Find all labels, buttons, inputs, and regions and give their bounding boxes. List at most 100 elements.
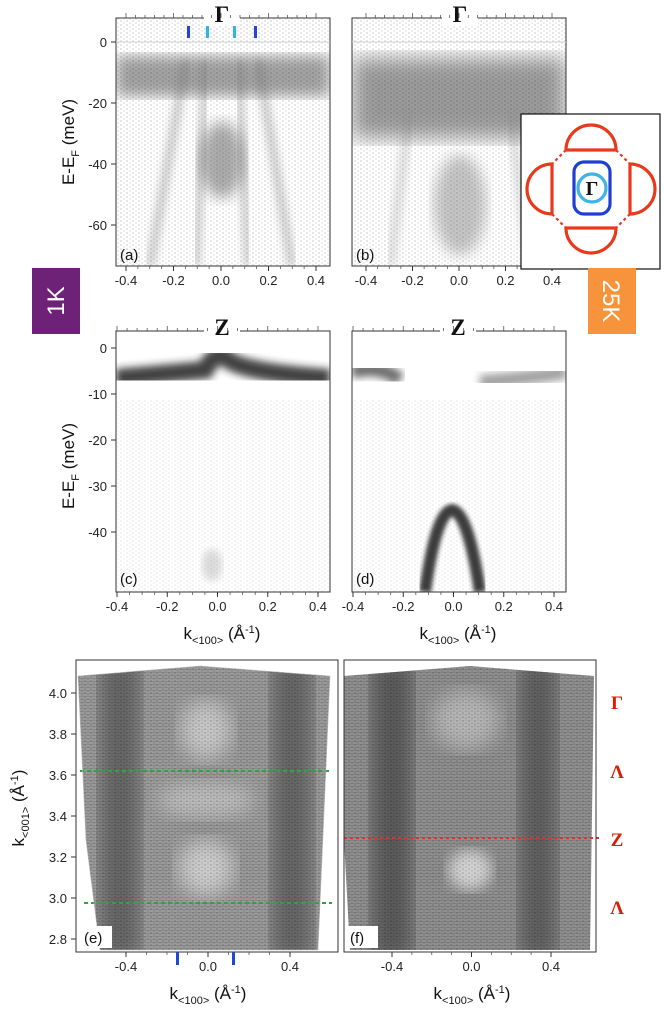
x-tick-label: 0.0 xyxy=(212,273,230,288)
panel-a-y-label: E-EF (meV) xyxy=(59,99,82,185)
x-tick-label: -0.4 xyxy=(115,959,137,974)
panel-c-letter: (c) xyxy=(120,571,138,588)
panel-d-x-label: k<100> (Å-1) xyxy=(420,624,497,647)
panel-f-axes: -0.4 0.0 0.4 xyxy=(381,952,560,974)
x-tick-label: -0.2 xyxy=(162,273,184,288)
high-symmetry-labels: Γ Λ Z Λ xyxy=(610,693,624,919)
y-tick-label: 0 xyxy=(100,341,107,356)
badge-25k-text: 25K xyxy=(597,280,624,323)
panel-e-y-label: k<001> (Å-1) xyxy=(9,770,32,847)
y-tick-label: -30 xyxy=(88,479,107,494)
panel-f-x-label: k<100> (Å-1) xyxy=(434,984,511,1007)
k-marker-ticks xyxy=(187,26,257,38)
panel-a-intensity-map xyxy=(116,18,330,266)
panel-e-axes: -0.4 0.0 0.4 4.0 3.8 3.6 3.4 3.2 3.0 2.8 xyxy=(49,686,299,974)
y-tick-label: -40 xyxy=(88,157,107,172)
panel-c-x-label: k<100> (Å-1) xyxy=(184,624,261,647)
y-tick-label: -20 xyxy=(88,96,107,111)
x-tick-label: 0.4 xyxy=(545,599,563,614)
panel-b-gamma-label: Γ xyxy=(453,2,468,27)
bz-outer-pocket-left xyxy=(525,162,554,216)
y-tick-label: 3.0 xyxy=(49,891,67,906)
x-tick-label: -0.4 xyxy=(355,273,377,288)
x-tick-label: 0.0 xyxy=(208,599,226,614)
panel-e-x-label: k<100> (Å-1) xyxy=(170,984,247,1007)
y-tick-label: 0 xyxy=(100,35,107,50)
k-marker-light xyxy=(206,26,209,38)
k-marker-dark xyxy=(254,26,257,38)
panel-b-intensity-map xyxy=(352,18,566,266)
y-tick-label: 4.0 xyxy=(49,686,67,701)
x-tick-label: -0.2 xyxy=(156,599,178,614)
side-label-z: Z xyxy=(611,830,624,851)
y-tick-label: 3.2 xyxy=(49,850,67,865)
y-tick-label: 3.6 xyxy=(49,768,67,783)
k-marker-light xyxy=(233,26,236,38)
bz-inset: Γ xyxy=(520,113,661,270)
x-tick-label: -0.4 xyxy=(106,599,128,614)
k-marker-dark xyxy=(176,952,179,965)
x-tick-label: -0.2 xyxy=(392,599,414,614)
panel-b: Γ (b) -0.4 -0.2 0.0 0.2 0.4 xyxy=(351,2,567,288)
panel-d-intensity-map xyxy=(352,331,566,592)
bz-outer-pocket-top xyxy=(564,123,618,152)
panel-f-letter: (f) xyxy=(350,930,364,947)
x-tick-label: 0.4 xyxy=(542,959,560,974)
panel-c-intensity-map xyxy=(116,331,330,592)
y-tick-label: 3.8 xyxy=(49,727,67,742)
panel-a-gamma-label: Γ xyxy=(215,2,230,27)
bz-gamma-label: Γ xyxy=(586,178,599,200)
x-tick-label: -0.4 xyxy=(115,273,137,288)
bz-outer-pocket-right xyxy=(628,162,657,216)
bz-mid-surface xyxy=(572,160,612,216)
panel-b-axes: -0.4 -0.2 0.0 0.2 0.4 xyxy=(355,13,561,288)
panel-b-letter: (b) xyxy=(356,247,374,264)
side-label-lambda-upper: Λ xyxy=(610,762,624,783)
x-tick-label: 0.4 xyxy=(307,273,325,288)
panel-d-z-label: Z xyxy=(450,315,465,340)
x-tick-label: 0.4 xyxy=(543,273,561,288)
panel-a: Γ (a) -0.4 -0.2 0.0 0.2 0.4 0 -20 -40 -60 E-EF (… xyxy=(59,2,331,288)
panel-a-letter: (a) xyxy=(120,247,138,264)
x-tick-label: 0.2 xyxy=(259,599,277,614)
panel-d: Z (d) -0.4 -0.2 0.0 0.2 0.4 k<100> (Å-1) xyxy=(342,315,567,647)
badge-1k-text: 1K xyxy=(43,286,70,315)
panel-c-axes: -0.4 -0.2 0.0 0.2 0.4 0 -10 -20 -30 -40 xyxy=(88,326,327,614)
side-label-lambda-lower: Λ xyxy=(610,898,624,919)
y-tick-label: 2.8 xyxy=(49,932,67,947)
x-tick-label: 0.2 xyxy=(259,273,277,288)
bz-outer-pocket-bottom xyxy=(564,226,618,255)
x-tick-label: 0.4 xyxy=(281,959,299,974)
panel-e-letter: (e) xyxy=(84,930,102,947)
side-label-gamma: Γ xyxy=(611,693,623,714)
panel-c-y-label: E-EF (meV) xyxy=(59,423,82,509)
x-tick-label: 0.4 xyxy=(309,599,327,614)
x-tick-label: 0.0 xyxy=(462,959,480,974)
y-tick-label: -10 xyxy=(88,387,107,402)
y-tick-label: 3.4 xyxy=(49,809,67,824)
k-marker-dark xyxy=(187,26,190,38)
x-tick-label: 0.0 xyxy=(444,599,462,614)
panel-f-intensity-map xyxy=(344,666,594,950)
panel-d-letter: (d) xyxy=(356,571,374,588)
k-marker-dark xyxy=(232,952,235,965)
x-tick-label: -0.4 xyxy=(342,599,364,614)
panel-c: Z (c) -0.4 -0.2 0.0 0.2 0.4 0 -10 -20 -30 -40 E-E… xyxy=(59,315,331,647)
panel-e-intensity-map xyxy=(78,666,330,950)
x-tick-label: -0.4 xyxy=(381,959,403,974)
x-tick-label: 0.0 xyxy=(450,273,468,288)
panel-d-axes: -0.4 -0.2 0.0 0.2 0.4 xyxy=(342,326,563,614)
x-tick-label: -0.2 xyxy=(401,273,423,288)
panel-c-z-label: Z xyxy=(214,315,229,340)
x-tick-label: 0.2 xyxy=(496,273,514,288)
panel-a-axes: -0.4 -0.2 0.0 0.2 0.4 0 -20 -40 -60 xyxy=(88,13,325,288)
badge-25k: 25K xyxy=(588,268,636,334)
y-tick-label: -40 xyxy=(88,525,107,540)
panel-f: (f) -0.4 0.0 0.4 k<100> (Å-1) xyxy=(343,659,600,1007)
y-tick-label: -20 xyxy=(88,433,107,448)
badge-1k: 1K xyxy=(32,268,80,334)
x-tick-label: 0.0 xyxy=(199,959,217,974)
y-tick-label: -60 xyxy=(88,218,107,233)
x-tick-label: 0.2 xyxy=(495,599,513,614)
